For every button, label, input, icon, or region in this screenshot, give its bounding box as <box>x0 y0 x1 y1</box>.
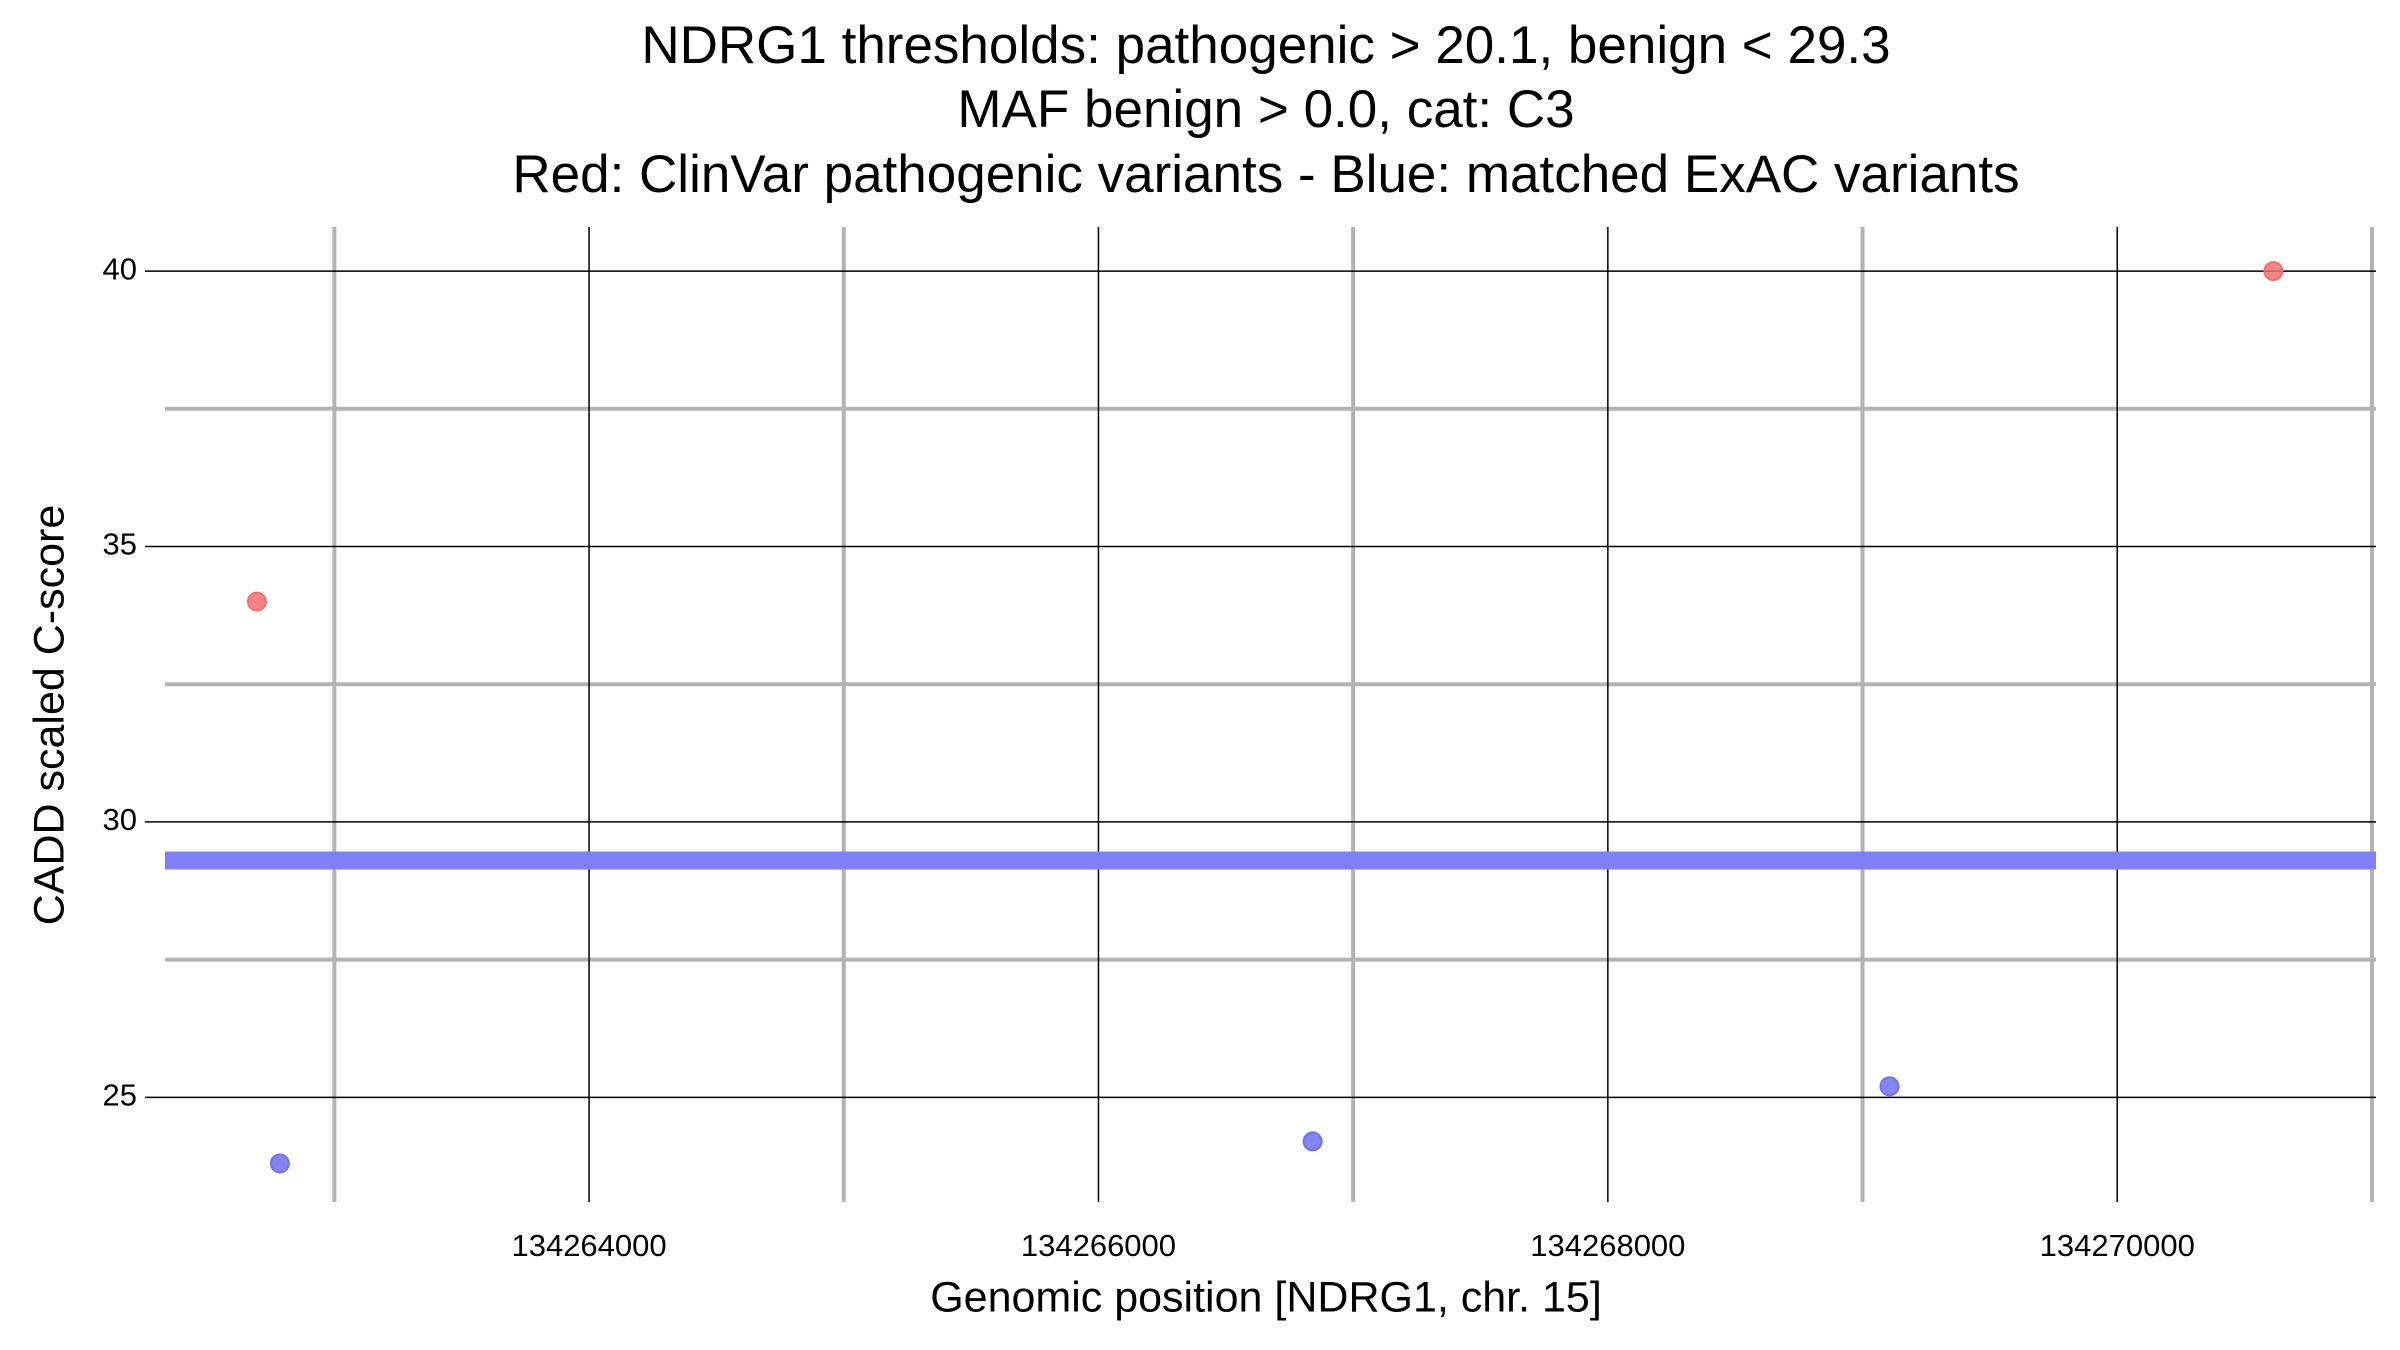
x-axis-title: Genomic position [NDRG1, chr. 15] <box>930 1273 1602 1321</box>
y-tick-label: 30 <box>103 802 137 837</box>
point <box>2263 261 2284 282</box>
chart-title: NDRG1 thresholds: pathogenic > 20.1, ben… <box>641 16 1890 75</box>
point <box>269 1153 290 1174</box>
x-tick-label: 134266000 <box>1021 1228 1176 1263</box>
y-tick-label: 25 <box>103 1078 137 1113</box>
y-tick-label: 35 <box>103 527 137 562</box>
x-tick-label: 134270000 <box>2040 1228 2195 1263</box>
point <box>1302 1131 1323 1152</box>
y-tick-label: 40 <box>103 251 137 286</box>
point <box>246 591 267 612</box>
y-axis-title: CADD scaled C-score <box>25 505 73 926</box>
chart-title: MAF benign > 0.0, cat: C3 <box>957 80 1574 139</box>
point <box>1879 1076 1900 1097</box>
x-tick-label: 134264000 <box>511 1228 666 1263</box>
chart-title: Red: ClinVar pathogenic variants - Blue:… <box>512 145 2019 204</box>
x-tick-label: 134268000 <box>1530 1228 1685 1263</box>
